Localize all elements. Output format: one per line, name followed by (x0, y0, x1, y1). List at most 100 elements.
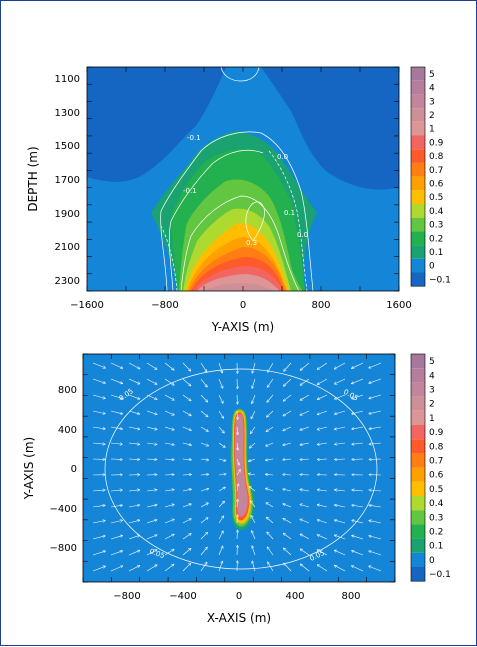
top-contour-label: 0.0 (297, 231, 308, 239)
top-contour-label: 0.3 (246, 239, 257, 247)
top-y-tick-label: 2300 (55, 276, 80, 287)
bottom-y-axis-label: Y-AXIS (m) (22, 437, 36, 500)
bottom-colorbar-swatch (411, 425, 425, 439)
bottom-colorbar-label: 3 (429, 386, 435, 396)
bottom-colorbar-swatch (411, 539, 425, 553)
top-colorbar-label: 0 (429, 262, 435, 272)
top-plot-area: -0.1 0.0 0.1 0.3 0.0 -0.1 −1600 −800 0 8… (26, 67, 412, 334)
top-colorbar-label: 1 (429, 125, 435, 135)
top-colorbar-swatch (411, 204, 425, 218)
bottom-colorbar-swatch (411, 397, 425, 411)
bottom-x-tick-label: −800 (113, 591, 140, 602)
top-colorbar-label: 0.5 (429, 193, 443, 203)
bottom-x-tick-labels: −800 −400 0 400 800 (113, 591, 360, 602)
bottom-colorbar-label: 5 (429, 357, 435, 367)
bottom-colorbar-label: 4 (429, 371, 435, 381)
bottom-colorbar-label: 1 (429, 414, 435, 424)
top-x-tick-labels: −1600 −800 0 800 1600 (70, 300, 412, 311)
top-x-tick-label: −1600 (70, 300, 104, 311)
bottom-colorbar-label: 0.9 (429, 428, 444, 438)
top-colorbar-swatch (411, 81, 425, 95)
bottom-colorbar-label: 0.7 (429, 457, 443, 467)
top-y-tick-label: 1300 (55, 108, 80, 119)
bottom-colorbar-label: 0.8 (429, 442, 444, 452)
bottom-colorbar-swatch (411, 354, 425, 368)
top-colorbar-label: 0.7 (429, 166, 443, 176)
bottom-y-tick-labels: 800 400 0 −400 −800 (50, 385, 77, 554)
top-x-tick-label: −800 (151, 300, 178, 311)
bottom-colorbar-label: 0.1 (429, 542, 443, 552)
top-colorbar-swatch (411, 259, 425, 273)
top-colorbar-swatch (411, 163, 425, 177)
bottom-colorbar-label: 0.2 (429, 528, 443, 538)
top-y-tick-label: 1500 (55, 141, 80, 152)
top-contour-label: -0.1 (183, 187, 197, 195)
top-colorbar-label: 5 (429, 70, 435, 80)
top-colorbar-label: 0.3 (429, 221, 443, 231)
bottom-x-tick-label: 800 (341, 591, 360, 602)
top-colorbar-label: 0.1 (429, 248, 443, 258)
top-colorbar-swatch (411, 218, 425, 232)
top-colorbar-label: 3 (429, 97, 435, 107)
bottom-y-tick-label: 800 (58, 385, 77, 396)
top-colorbar-swatch (411, 273, 425, 287)
top-y-tick-label: 1900 (55, 209, 80, 220)
top-y-tick-label: 1100 (55, 74, 80, 85)
bottom-y-tick-label: 400 (58, 425, 77, 436)
bottom-colorbar-label: 0.3 (429, 513, 443, 523)
bottom-y-tick-label: −400 (50, 504, 77, 515)
bottom-colorbar-swatch (411, 553, 425, 567)
bottom-colorbar: 5 4 3 2 1 0.9 0.8 0.7 0.6 0.5 0.4 0.3 0.2 0.1 0 −0.1 (411, 354, 451, 581)
bottom-colorbar-swatch (411, 524, 425, 538)
top-contour-label: -0.1 (187, 134, 201, 142)
bottom-colorbar-label: −0.1 (429, 570, 451, 580)
top-colorbar-label: 4 (429, 84, 435, 94)
top-x-axis-label: Y-AXIS (m) (211, 320, 274, 334)
top-y-axis-label: DEPTH (m) (26, 146, 40, 211)
top-y-tick-labels: 1100 1300 1500 1700 1900 2100 2300 (55, 74, 80, 287)
top-contour-label: 0.1 (284, 209, 295, 217)
bottom-colorbar-swatch (411, 482, 425, 496)
top-y-tick-label: 1700 (55, 175, 80, 186)
top-colorbar-label: 0.6 (429, 179, 444, 189)
top-colorbar-label: 2 (429, 111, 435, 121)
bottom-colorbar-swatch (411, 510, 425, 524)
bottom-colorbar-swatch (411, 411, 425, 425)
bottom-colorbar-swatch (411, 439, 425, 453)
bottom-colorbar-swatch (411, 567, 425, 581)
bottom-x-tick-label: −400 (169, 591, 196, 602)
top-colorbar-swatch (411, 108, 425, 122)
bottom-colorbar-label: 0 (429, 556, 435, 566)
top-contour-label: 0.0 (277, 153, 288, 161)
top-colorbar-label: 0.4 (429, 207, 444, 217)
bottom-colorbar-swatch (411, 368, 425, 382)
top-colorbar-swatch (411, 177, 425, 191)
top-x-tick-label: 0 (240, 300, 246, 311)
bottom-plot-area: 0.05 0.05 0.05 0.05 −800 −400 0 400 800 … (22, 354, 395, 625)
bottom-colorbar-label: 0.4 (429, 499, 444, 509)
top-colorbar-label: 0.9 (429, 138, 444, 148)
bottom-colorbar-label: 2 (429, 400, 435, 410)
bottom-colorbar-label: 0.6 (429, 471, 444, 481)
top-colorbar-swatch (411, 231, 425, 245)
top-colorbar-label: 0.8 (429, 152, 444, 162)
top-x-tick-label: 1600 (386, 300, 411, 311)
bottom-x-tick-label: 400 (285, 591, 304, 602)
top-colorbar-swatch (411, 122, 425, 136)
bottom-x-tick-label: 0 (236, 591, 242, 602)
bottom-colorbar-swatch (411, 496, 425, 510)
top-y-tick-label: 2100 (55, 242, 80, 253)
bottom-y-tick-label: −800 (50, 543, 77, 554)
bottom-y-tick-label: 0 (71, 464, 77, 475)
bottom-colorbar-swatch (411, 453, 425, 467)
top-colorbar-swatch (411, 245, 425, 259)
bottom-colorbar-swatch (411, 382, 425, 396)
top-colorbar-label: 0.2 (429, 234, 443, 244)
bottom-colorbar-swatch (411, 468, 425, 482)
bottom-colorbar-label: 0.5 (429, 485, 443, 495)
bottom-x-axis-label: X-AXIS (m) (207, 611, 271, 625)
top-x-tick-label: 800 (311, 300, 330, 311)
